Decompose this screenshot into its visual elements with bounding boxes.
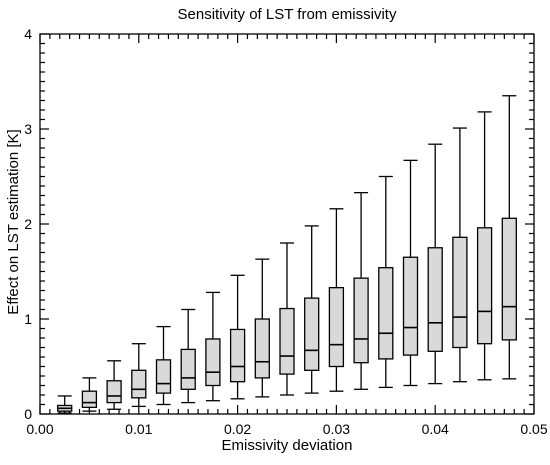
box-item [131, 343, 147, 408]
box-rect [476, 227, 493, 345]
x-tick-label: 0.03 [323, 421, 350, 437]
box-item [476, 111, 493, 381]
box-rect [328, 286, 345, 368]
box-rect [353, 277, 369, 364]
y-tick-label: 3 [24, 121, 32, 137]
x-tick-label: 0.00 [26, 421, 53, 437]
box-rect [106, 380, 122, 404]
y-tick-label: 2 [24, 216, 32, 232]
box-item [81, 377, 98, 412]
box-rect [402, 256, 419, 356]
box-item [328, 208, 345, 392]
box-item [155, 325, 172, 406]
x-tick-label: 0.01 [125, 421, 152, 437]
box-item [452, 127, 468, 383]
box-item [304, 225, 320, 394]
x-axis-label: Emissivity deviation [222, 437, 353, 454]
x-tick-label: 0.05 [520, 421, 547, 437]
box-rect [131, 369, 147, 399]
box-item [402, 159, 419, 387]
axis-ticks: 0.00 0.01 0.02 0.03 0.04 0.05 0 1 2 3 4 [24, 26, 548, 437]
box-rect [205, 338, 221, 387]
box-item [229, 274, 246, 400]
boxes [57, 95, 517, 414]
box-item [254, 258, 270, 398]
box-rect [304, 297, 320, 371]
box-rect [155, 359, 172, 394]
box-item [205, 291, 221, 402]
x-tick-label: 0.04 [422, 421, 449, 437]
chart-title: Sensitivity of LST from emissivity [178, 6, 397, 23]
box-rect [452, 236, 468, 349]
box-rect [378, 267, 394, 360]
box-item [378, 175, 394, 389]
box-item [279, 242, 295, 396]
box-rect [81, 390, 98, 409]
box-item [57, 395, 73, 414]
x-tick-label: 0.02 [224, 421, 251, 437]
y-tick-label: 1 [24, 311, 32, 327]
y-axis-label: Effect on LST estimation [K] [5, 129, 22, 314]
box-item [501, 95, 517, 380]
box-rect [279, 307, 295, 375]
box-item [353, 191, 369, 390]
y-tick-label: 0 [24, 406, 32, 422]
y-tick-label: 4 [24, 26, 32, 42]
box-rect [229, 328, 246, 383]
box-rect [427, 247, 443, 352]
box-item [427, 143, 443, 385]
box-item [180, 308, 196, 404]
box-rect [180, 348, 196, 390]
box-rect [501, 217, 517, 341]
box-item [106, 360, 122, 410]
box-rect [254, 318, 270, 379]
